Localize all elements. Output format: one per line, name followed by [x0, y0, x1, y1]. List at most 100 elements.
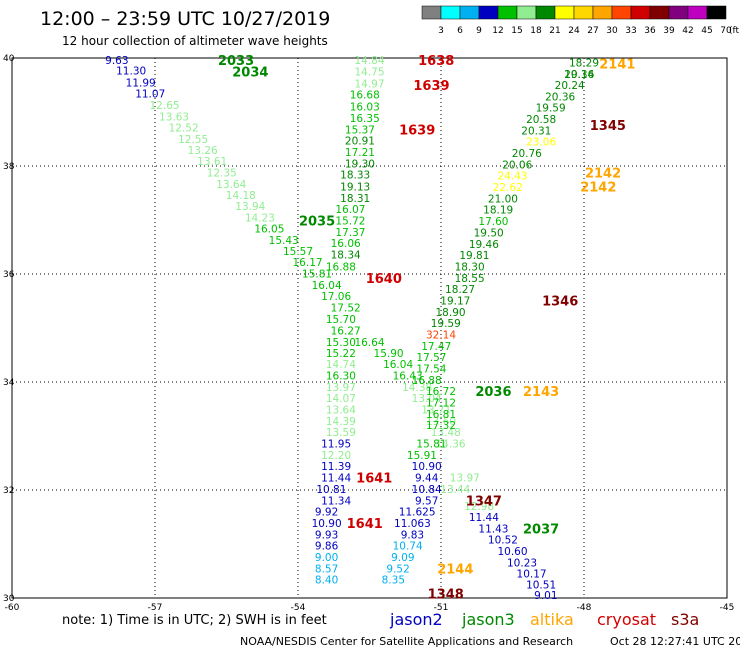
- pass-time-label: 2142: [580, 181, 616, 196]
- swh-value: 9.86: [315, 541, 339, 553]
- color-scale-label: 33: [625, 26, 636, 36]
- longitude-tick-label: -54: [291, 603, 306, 613]
- swh-value: 14.84: [354, 55, 384, 67]
- swh-value: 17.52: [331, 302, 361, 314]
- swh-value: 20.14: [564, 69, 594, 81]
- swh-value: 11.99: [126, 77, 156, 89]
- pass-time-label: 1347: [466, 494, 502, 509]
- swh-value: 17.60: [478, 216, 508, 228]
- swh-value: 11.625: [399, 507, 436, 519]
- swh-value: 16.35: [350, 113, 380, 125]
- swh-value: 14.74: [326, 359, 356, 371]
- swh-value: 12.98: [464, 501, 494, 513]
- color-swatch: [421, 5, 442, 20]
- pass-time-label: 1641: [356, 472, 392, 487]
- color-swatch: [554, 5, 575, 20]
- swh-value: 11.44: [469, 512, 499, 524]
- swh-value: 12.52: [169, 123, 199, 135]
- swh-value: 17.21: [345, 147, 375, 159]
- swh-value: 16.30: [326, 371, 356, 383]
- title: 12:00 – 23:59 UTC 10/27/2019: [40, 8, 330, 30]
- pass-time-label: 1641: [347, 517, 383, 532]
- axis-tick-labels: -60 -57 -54 -51 -48 -45 40 38 36 34 32 30: [3, 54, 734, 613]
- swh-value: 9.63: [105, 55, 128, 67]
- swh-value: 18.55: [455, 273, 485, 285]
- swh-value: 14.39: [326, 416, 356, 428]
- satellite-altika: altika: [530, 610, 574, 629]
- color-swatch: [592, 5, 613, 20]
- color-scale-label: 6: [457, 26, 463, 36]
- pass-time-label: 2036: [475, 385, 511, 400]
- color-swatch: [459, 5, 480, 20]
- swh-value: 17.06: [321, 291, 351, 303]
- swh-value: 17.32: [426, 420, 456, 432]
- swh-value: 20.36: [545, 91, 575, 103]
- swh-value: 13.97: [450, 473, 480, 485]
- swh-value: 14.97: [354, 78, 384, 90]
- swh-value: 15.70: [326, 314, 356, 326]
- color-swatch: [649, 5, 670, 20]
- color-swatch: [516, 5, 537, 20]
- swh-value: 19.81: [459, 250, 489, 262]
- swh-value: 17.47: [421, 341, 451, 353]
- swh-value: 10.81: [316, 484, 346, 496]
- color-scale-label: 3: [438, 26, 444, 36]
- swh-value: 15.57: [283, 246, 313, 258]
- swh-value: 12.65: [150, 100, 180, 112]
- pass-time-label: 2144: [437, 562, 473, 577]
- swh-value: 16.64: [354, 337, 384, 349]
- swh-value: 16.04: [312, 280, 342, 292]
- swh-value: 20.24: [555, 80, 585, 92]
- swh-value: 16.72: [426, 386, 456, 398]
- swh-value: 12.20: [321, 450, 351, 462]
- swh-value: 10.17: [517, 569, 547, 581]
- swh-value: 10.90: [412, 461, 442, 473]
- pass-time-label: 1348: [428, 588, 464, 603]
- color-swatch: [630, 5, 651, 20]
- pass-time-label: 1639: [399, 123, 435, 138]
- swh-value: 13.44: [440, 484, 470, 496]
- color-swatch: [573, 5, 594, 20]
- color-scale-label: 24: [568, 26, 580, 36]
- swh-value: 13.04: [412, 393, 442, 405]
- swh-value: 14.38: [402, 382, 432, 394]
- swh-value: 19.59: [536, 103, 566, 115]
- swh-value: 8.40: [315, 575, 338, 587]
- timestamp-text: Oct 28 12:27:41 UTC 2019: [610, 635, 740, 648]
- latitude-tick-label: 32: [3, 486, 14, 496]
- swh-value: 15.81: [416, 439, 446, 451]
- swh-value: 9.93: [315, 529, 338, 541]
- swh-value: 20.06: [502, 159, 532, 171]
- satellite-jason3: jason3: [461, 610, 515, 629]
- swh-value: 19.50: [474, 227, 504, 239]
- pass-time-label: 1640: [366, 272, 402, 287]
- color-scale-label: (ft): [729, 26, 740, 36]
- swh-value: 10.84: [412, 484, 442, 496]
- pass-time-label: 1638: [418, 54, 454, 69]
- swh-value: 11.30: [116, 65, 146, 77]
- swh-value: 18.31: [340, 193, 370, 205]
- swh-value: 9.09: [391, 552, 414, 564]
- swh-value: 15.22: [326, 348, 356, 360]
- pass-time-label: 1345: [590, 119, 626, 134]
- swh-value: 18.33: [340, 170, 370, 182]
- swh-value: 12.55: [178, 134, 208, 146]
- color-swatch: [478, 5, 499, 20]
- swh-value: 11.44: [321, 473, 351, 485]
- map-frame: [11, 57, 728, 599]
- color-swatch: [687, 5, 708, 20]
- color-scale-label: 36: [644, 26, 656, 36]
- swh-value: 19.30: [345, 158, 375, 170]
- swh-value: 15.43: [269, 235, 299, 247]
- swh-value: 10.60: [497, 546, 527, 558]
- swh-value: 13.61: [197, 156, 227, 168]
- swh-value: 16.07: [335, 204, 365, 216]
- subtitle: 12 hour collection of altimeter wave hei…: [62, 34, 328, 48]
- pass-time-label: 2142: [585, 166, 621, 181]
- swh-value: 11.34: [321, 495, 351, 507]
- color-scale-label: 21: [549, 26, 560, 36]
- latitude-tick-label: 36: [3, 270, 15, 280]
